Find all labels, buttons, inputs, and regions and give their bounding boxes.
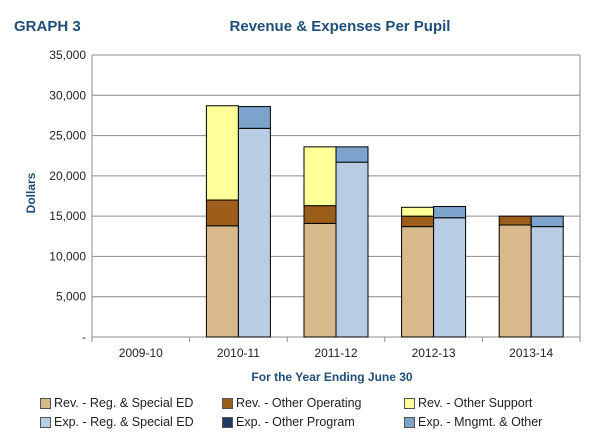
- bar-segment: [530, 215, 564, 228]
- bar-segment: [205, 105, 239, 201]
- x-tick-label: 2009-10: [119, 346, 163, 360]
- bar-segment: [530, 226, 564, 338]
- bar-segment: [433, 217, 467, 338]
- x-tick-label: 2012-13: [412, 346, 456, 360]
- bar-segment: [335, 161, 369, 338]
- legend-item: Rev. - Reg. & Special ED: [40, 396, 222, 410]
- bar-segment: [498, 215, 532, 226]
- bar-segment: [335, 146, 369, 163]
- chart-legend: Rev. - Reg. & Special ED Rev. - Other Ope…: [40, 396, 600, 429]
- y-tick-label: 25,000: [49, 129, 86, 143]
- legend-label: Exp. - Mngmt. & Other: [418, 415, 543, 429]
- bar-segment: [433, 205, 467, 219]
- legend-item: Exp. - Reg. & Special ED: [40, 415, 222, 429]
- y-tick-label: 20,000: [49, 169, 86, 183]
- bar-segment: [237, 127, 271, 338]
- y-tick-label: 5,000: [56, 290, 86, 304]
- legend-label: Rev. - Reg. & Special ED: [54, 396, 194, 410]
- bar-segment: [401, 206, 435, 217]
- y-tick-label: 10,000: [49, 249, 86, 263]
- legend-swatch: [40, 416, 51, 428]
- bar-segment: [303, 146, 337, 207]
- graph-label: GRAPH 3: [14, 18, 81, 35]
- legend-item: Exp. - Other Program: [222, 415, 404, 429]
- legend-swatch: [222, 397, 233, 409]
- legend-swatch: [40, 397, 51, 409]
- x-tick-label: 2013-14: [509, 346, 553, 360]
- x-tick-label: 2010-11: [217, 346, 260, 360]
- legend-label: Exp. - Other Program: [236, 415, 355, 429]
- legend-item: Rev. - Other Support: [404, 396, 600, 410]
- legend-item: Exp. - Mngmt. & Other: [404, 415, 600, 429]
- x-axis-title: For the Year Ending June 30: [251, 370, 413, 384]
- legend-label: Rev. - Other Support: [418, 396, 533, 410]
- bar-segment: [498, 224, 532, 338]
- legend-swatch: [404, 397, 415, 409]
- legend-label: Exp. - Reg. & Special ED: [54, 415, 194, 429]
- y-tick-label: 30,000: [49, 88, 86, 102]
- legend-label: Rev. - Other Operating: [236, 396, 362, 410]
- bar-segment: [401, 215, 435, 228]
- bar-segment: [303, 222, 337, 338]
- bar-segment: [303, 205, 337, 224]
- chart-title: Revenue & Expenses Per Pupil: [229, 18, 451, 35]
- bar-segment: [237, 106, 271, 129]
- bar-segment: [205, 225, 239, 338]
- legend-swatch: [222, 416, 233, 428]
- bar-segment: [205, 199, 239, 227]
- legend-swatch: [404, 416, 415, 428]
- y-tick-label: 35,000: [49, 48, 86, 62]
- legend-item: Rev. - Other Operating: [222, 396, 404, 410]
- bar-segment: [401, 226, 435, 338]
- y-tick-label: -: [82, 330, 86, 344]
- x-tick-label: 2011-12: [314, 346, 357, 360]
- y-tick-label: 15,000: [49, 209, 86, 223]
